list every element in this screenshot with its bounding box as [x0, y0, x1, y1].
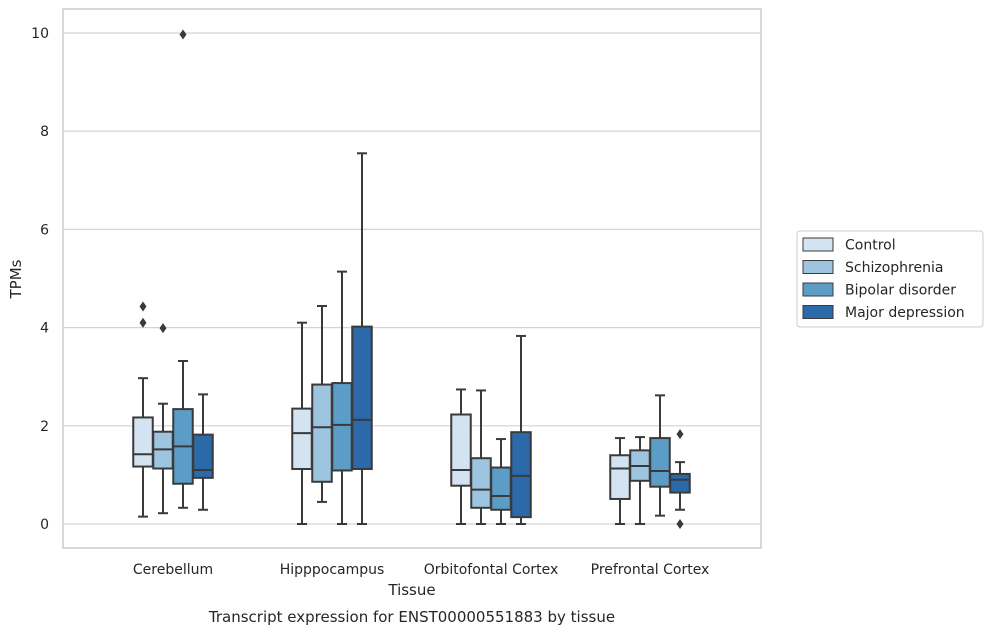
box-control [450, 388, 472, 525]
y-tick-label: 2 [40, 419, 49, 435]
iqr-box [351, 325, 373, 471]
y-axis-label: TPMs [7, 259, 25, 299]
box-control [291, 321, 313, 525]
box-bipolar-disorder [649, 394, 671, 517]
box-schizophrenia [311, 304, 333, 503]
y-tick-label: 6 [40, 222, 49, 238]
iqr-box [331, 382, 353, 472]
iqr-box [649, 437, 671, 488]
y-tick-labels: 0 2 4 6 8 10 [31, 26, 49, 533]
box-major-depression [192, 393, 214, 511]
iqr-box [192, 433, 214, 479]
box-major-depression [669, 429, 691, 529]
legend-swatch [802, 260, 834, 274]
y-tick-label: 10 [31, 26, 49, 42]
outlier-point [179, 29, 187, 40]
legend-swatch [802, 282, 834, 297]
outlier-point [139, 317, 147, 328]
x-tick-label: Cerebellum [133, 562, 213, 578]
outlier-point [676, 519, 684, 529]
iqr-box [609, 454, 631, 500]
legend-label: Bipolar disorder [845, 283, 956, 299]
iqr-box [132, 416, 154, 468]
legend-label: Control [845, 238, 896, 254]
chart-caption: Transcript expression for ENST0000055188… [208, 608, 615, 626]
x-tick-label: Prefrontal Cortex [591, 562, 710, 578]
y-tick-label: 8 [40, 124, 49, 140]
legend-frame [796, 230, 984, 328]
box-bipolar-disorder [331, 270, 353, 525]
legend-label: Major depression [845, 305, 965, 321]
boxes [132, 29, 691, 529]
y-tick-label: 4 [40, 321, 49, 337]
box-major-depression [510, 334, 532, 525]
box-schizophrenia [470, 389, 492, 525]
iqr-box [510, 431, 532, 519]
iqr-box [490, 466, 512, 511]
outlier-point [159, 323, 167, 334]
box-schizophrenia [629, 436, 651, 525]
legend-swatch [802, 305, 834, 319]
outlier-point [676, 429, 684, 440]
iqr-box [470, 457, 492, 509]
legend-swatch [802, 237, 834, 252]
box-major-depression [351, 152, 373, 525]
box-schizophrenia [152, 323, 174, 515]
iqr-box [291, 407, 313, 471]
legend: Control Schizophrenia Bipolar disorder Majo… [796, 230, 984, 328]
box-bipolar-disorder [172, 29, 194, 509]
x-axis-label: Tissue [387, 581, 435, 599]
box-control [609, 437, 631, 525]
x-tick-labels: Cerebellum Hipppocampus Orbitofontal Corte… [133, 562, 709, 578]
legend-label: Schizophrenia [845, 260, 943, 276]
iqr-box [311, 383, 333, 483]
x-tick-label: Hipppocampus [280, 562, 385, 578]
x-tick-label: Orbitofontal Cortex [424, 562, 559, 578]
iqr-box [450, 413, 472, 487]
outlier-point [139, 301, 147, 312]
iqr-box [669, 472, 691, 494]
y-tick-label: 0 [40, 517, 49, 533]
